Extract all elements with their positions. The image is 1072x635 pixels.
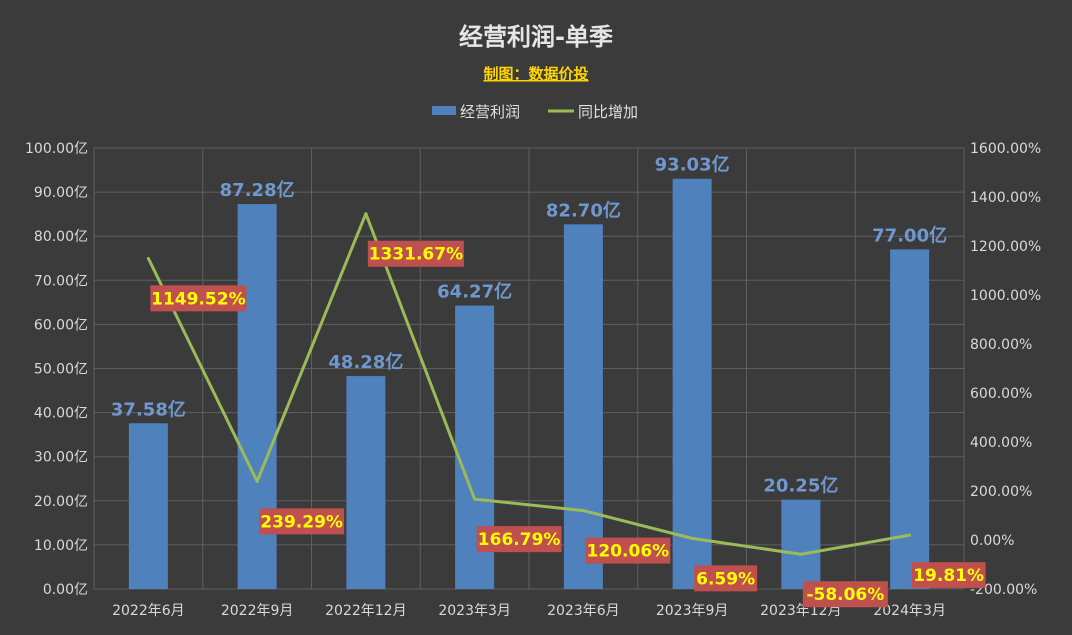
y-right-tick-label: 1600.00%: [970, 141, 1041, 157]
line-layer: [146, 212, 912, 556]
x-tick-label: 2023年6月: [547, 603, 620, 619]
line-data-label-text: 1149.52%: [151, 289, 245, 309]
line-point: [690, 536, 694, 540]
line-point: [799, 552, 803, 556]
line-data-label: 19.81%: [911, 562, 986, 589]
y-right-tick-label: 600.00%: [970, 386, 1032, 402]
y-left-tick-label: 30.00亿: [34, 450, 88, 466]
line-point: [581, 509, 585, 513]
bar: [672, 178, 712, 589]
line-point: [473, 497, 477, 501]
line-data-label-box: [911, 562, 986, 589]
y-left-tick-label: 10.00亿: [34, 538, 88, 554]
x-tick-label: 2024年3月: [873, 603, 946, 619]
y-left-tick-label: 100.00亿: [25, 141, 88, 157]
legend-label-line: 同比增加: [578, 103, 638, 121]
y-right-tick-label: 1000.00%: [970, 288, 1041, 304]
legend-swatch-bar: [432, 106, 456, 115]
line-data-label-box: [802, 581, 888, 608]
y-left-tick-label: 90.00亿: [34, 185, 88, 201]
bar-data-label: 93.03亿: [655, 154, 730, 176]
x-tick-label: 2022年6月: [112, 603, 185, 619]
bar-data-label: 64.27亿: [437, 281, 512, 303]
bar-data-label: 20.25亿: [763, 475, 838, 497]
grid-layer: [93, 147, 965, 590]
x-tick-label: 2022年9月: [221, 603, 294, 619]
line-data-label: 166.79%: [476, 526, 562, 553]
line-data-label-text: -58.06%: [806, 585, 884, 605]
bar: [346, 376, 386, 589]
y-left-tick-label: 0.00亿: [43, 582, 88, 598]
line-data-label: 6.59%: [694, 565, 758, 592]
legend: 经营利润 同比增加: [432, 103, 638, 121]
chart-subtitle: 制图：数据价投: [483, 65, 588, 83]
bars-layer: [128, 178, 930, 589]
line-data-label-text: 1331.67%: [369, 245, 463, 265]
y-right-tick-label: 400.00%: [970, 435, 1032, 451]
line-point: [146, 256, 150, 260]
y-left-tick-label: 20.00亿: [34, 494, 88, 510]
line-data-label-box: [367, 240, 464, 267]
y-right-tick-label: 1200.00%: [970, 239, 1041, 255]
y-right-tick-label: -200.00%: [970, 582, 1037, 598]
line-data-label-text: 120.06%: [587, 542, 670, 562]
bar-data-label: 48.28亿: [328, 351, 403, 373]
bar: [890, 249, 930, 589]
line-data-label: 1149.52%: [150, 285, 247, 312]
y-right-tick-label: 0.00%: [970, 533, 1014, 549]
x-tick-label: 2023年9月: [656, 603, 729, 619]
line-data-label-text: 19.81%: [913, 566, 984, 586]
bar-data-label: 37.58亿: [111, 398, 186, 420]
y-left-tick-label: 40.00亿: [34, 406, 88, 422]
line-data-label: 239.29%: [259, 508, 345, 535]
line-point: [364, 212, 368, 216]
legend-label-bar: 经营利润: [460, 103, 520, 121]
line-data-label-box: [585, 537, 671, 564]
line-data-label-text: 6.59%: [696, 569, 755, 589]
bar: [781, 499, 821, 589]
y-right-tick-label: 200.00%: [970, 484, 1032, 500]
x-tick-label: 2022年12月: [325, 603, 406, 619]
y-left-tick-label: 60.00亿: [34, 317, 88, 333]
line-data-label-text: 166.79%: [478, 530, 561, 550]
bar: [128, 423, 168, 589]
line-point: [908, 533, 912, 537]
bar-data-label: 87.28亿: [220, 179, 295, 201]
line-data-label-box: [259, 508, 345, 535]
bar-data-label: 77.00亿: [872, 224, 947, 246]
axis-left: 0.00亿 10.00亿 20.00亿 30.00亿 40.00亿 50.00亿 60.00…: [25, 141, 88, 598]
line-point: [255, 479, 259, 483]
line-data-label-box: [694, 565, 758, 592]
line-data-label: -58.06%: [802, 581, 888, 608]
line-data-label-box: [150, 285, 247, 312]
line-labels-layer: 1149.52% 239.29% 1331.67% 166.79% 120.06% 6.5…: [150, 240, 986, 608]
y-right-tick-label: 1400.00%: [970, 190, 1041, 206]
axis-right: -200.00% 0.00% 200.00% 400.00% 600.00% 800.00…: [970, 141, 1041, 598]
y-right-tick-label: 800.00%: [970, 337, 1032, 353]
line-data-label-text: 239.29%: [260, 512, 343, 532]
y-left-tick-label: 50.00亿: [34, 362, 88, 378]
line-data-label: 120.06%: [585, 537, 671, 564]
y-left-tick-label: 70.00亿: [34, 273, 88, 289]
y-left-tick-label: 80.00亿: [34, 229, 88, 245]
line-data-label: 1331.67%: [367, 240, 464, 267]
line-series: [147, 212, 910, 556]
bar-labels-layer: 37.58亿 87.28亿 48.28亿 64.27亿 82.70亿 93.03亿 20.2…: [111, 154, 947, 497]
bar: [563, 224, 603, 589]
x-tick-label: 2023年3月: [438, 603, 511, 619]
bar-data-label: 82.70亿: [546, 199, 621, 221]
line-data-label-box: [476, 526, 562, 553]
chart-title: 经营利润-单季: [459, 23, 613, 51]
